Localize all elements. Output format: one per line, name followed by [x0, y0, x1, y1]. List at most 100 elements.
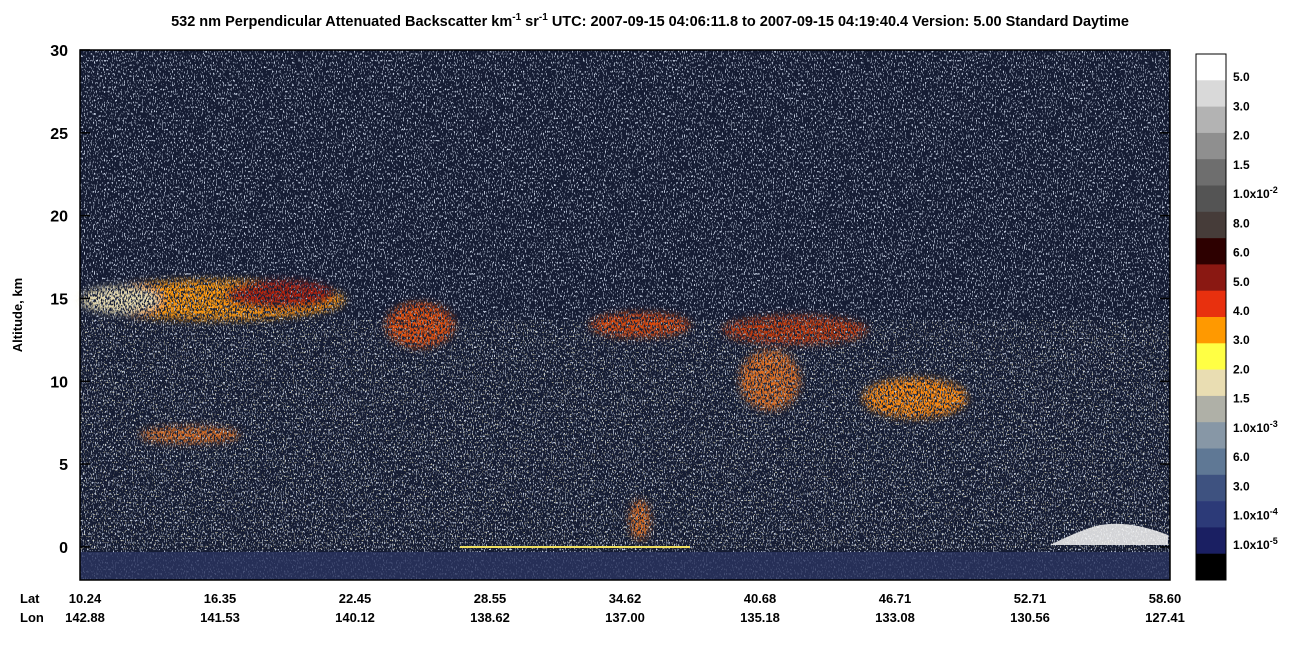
- colorbar-label-text: 1.5: [1233, 392, 1250, 406]
- colorbar-label-text: 6.0: [1233, 246, 1250, 260]
- title-superscript: -1: [539, 12, 548, 23]
- colorbar-label-text: 2.0: [1233, 129, 1250, 143]
- colorbar-label: 2.0: [1233, 129, 1250, 143]
- y-tick-label: 0: [59, 540, 68, 557]
- lat-label: 10.24: [69, 591, 102, 606]
- ground: [80, 552, 1170, 580]
- colorbar-swatch: [1196, 474, 1226, 502]
- colorbar-label-text: 6.0: [1233, 450, 1250, 464]
- lat-label: 28.55: [474, 591, 507, 606]
- colorbar-frame: [1195, 53, 1227, 581]
- backscatter-noise-low: [80, 320, 1170, 550]
- colorbar-label-text: 8.0: [1233, 216, 1250, 230]
- lon-label: 135.18: [740, 610, 780, 625]
- colorbar-label-exponent: -2: [1270, 185, 1278, 195]
- colorbar-label-text: 5.0: [1233, 70, 1250, 84]
- cloud-layer: [80, 280, 967, 540]
- lon-label: 140.12: [335, 610, 375, 625]
- colorbar-label-text: 1.0x10: [1233, 187, 1270, 201]
- colorbar-label-text: 1.0x10: [1233, 509, 1270, 523]
- colorbar-swatch: [1196, 317, 1226, 344]
- colorbar-swatch: [1196, 501, 1226, 528]
- lat-label: 58.60: [1149, 591, 1182, 606]
- colorbar-label: 3.0: [1233, 99, 1250, 113]
- colorbar-label: 4.0: [1233, 304, 1250, 318]
- colorbar-swatch: [1196, 159, 1226, 186]
- colorbar-label-text: 2.0: [1233, 362, 1250, 376]
- x-row-label: Lon: [20, 610, 44, 625]
- colorbar-label-text: 1.0x10: [1233, 538, 1270, 552]
- title-part: UTC: 2007-09-15 04:06:11.8 to 2007-09-15…: [548, 14, 1129, 30]
- colorbar-swatch: [1196, 343, 1226, 370]
- colorbar-label-text: 1.5: [1233, 158, 1250, 172]
- colorbar-label-exponent: -3: [1270, 419, 1278, 429]
- plot-area: [79, 49, 1171, 581]
- colorbar-label: 8.0: [1233, 216, 1250, 230]
- colorbar-label: 1.0x10-2: [1233, 185, 1278, 201]
- lon-label: 141.53: [200, 610, 240, 625]
- colorbar-label: 1.5: [1233, 392, 1250, 406]
- colorbar-label-exponent: -4: [1270, 507, 1278, 517]
- lat-label: 34.62: [609, 591, 642, 606]
- colorbar-swatch: [1196, 238, 1226, 265]
- colorbar-label: 1.0x10-5: [1233, 536, 1278, 552]
- lon-label: 142.88: [65, 610, 105, 625]
- colorbar-swatch: [1196, 290, 1226, 318]
- colorbar-label: 1.0x10-3: [1233, 419, 1278, 435]
- lon-label: 133.08: [875, 610, 915, 625]
- colorbar-label: 1.0x10-4: [1233, 507, 1278, 523]
- colorbar-swatch: [1196, 369, 1226, 397]
- lat-label: 46.71: [879, 591, 912, 606]
- title-part: sr: [521, 14, 539, 30]
- lon-label: 138.62: [470, 610, 510, 625]
- y-tick-label: 25: [50, 126, 68, 143]
- y-tick-label: 20: [50, 209, 68, 226]
- colorbar-label-text: 3.0: [1233, 479, 1250, 493]
- colorbar-label-exponent: -5: [1270, 536, 1278, 546]
- lat-label: 16.35: [204, 591, 237, 606]
- colorbar-label: 6.0: [1233, 450, 1250, 464]
- chart-title: 532 nm Perpendicular Attenuated Backscat…: [171, 12, 1129, 30]
- colorbar-label: 1.5: [1233, 158, 1250, 172]
- colorbar-label: 5.0: [1233, 275, 1250, 289]
- colorbar-swatch: [1196, 132, 1226, 160]
- title-superscript: -1: [512, 12, 521, 23]
- colorbar-swatch: [1196, 211, 1226, 239]
- colorbar-label: 3.0: [1233, 479, 1250, 493]
- y-tick-label: 15: [50, 291, 68, 308]
- lon-label: 130.56: [1010, 610, 1050, 625]
- colorbar-label-text: 3.0: [1233, 99, 1250, 113]
- colorbar-swatch: [1196, 185, 1226, 213]
- lon-label: 137.00: [605, 610, 645, 625]
- lat-label: 52.71: [1014, 591, 1047, 606]
- colorbar-label: 3.0: [1233, 333, 1250, 347]
- x-row-label: Lat: [20, 591, 40, 606]
- colorbar-label: 5.0: [1233, 70, 1250, 84]
- y-tick-label: 10: [50, 374, 68, 391]
- surface-return: [1050, 523, 1168, 545]
- colorbar-label: 2.0: [1233, 362, 1250, 376]
- colorbar-swatch: [1196, 106, 1226, 134]
- lat-label: 22.45: [339, 591, 372, 606]
- y-tick-label: 5: [59, 457, 68, 474]
- colorbar-swatch: [1196, 422, 1226, 449]
- colorbar-swatch: [1196, 553, 1226, 581]
- colorbar-swatch: [1196, 448, 1226, 476]
- colorbar-label-text: 5.0: [1233, 275, 1250, 289]
- y-axis-label: Altitude, km: [10, 278, 25, 352]
- colorbar-label-text: 3.0: [1233, 333, 1250, 347]
- colorbar-label-text: 4.0: [1233, 304, 1250, 318]
- plot-frame: [79, 49, 1171, 581]
- colorbar-swatch: [1196, 54, 1226, 81]
- lat-label: 40.68: [744, 591, 777, 606]
- colorbar-swatch: [1196, 527, 1226, 554]
- colorbar-swatch: [1196, 264, 1226, 291]
- colorbar-swatch: [1196, 395, 1226, 423]
- colorbar-label: 6.0: [1233, 246, 1250, 260]
- lon-label: 127.41: [1145, 610, 1185, 625]
- title-part: 532 nm Perpendicular Attenuated Backscat…: [171, 14, 512, 30]
- colorbar-label-text: 1.0x10: [1233, 421, 1270, 435]
- colorbar-swatch: [1196, 80, 1226, 107]
- y-tick-label: 30: [50, 43, 68, 60]
